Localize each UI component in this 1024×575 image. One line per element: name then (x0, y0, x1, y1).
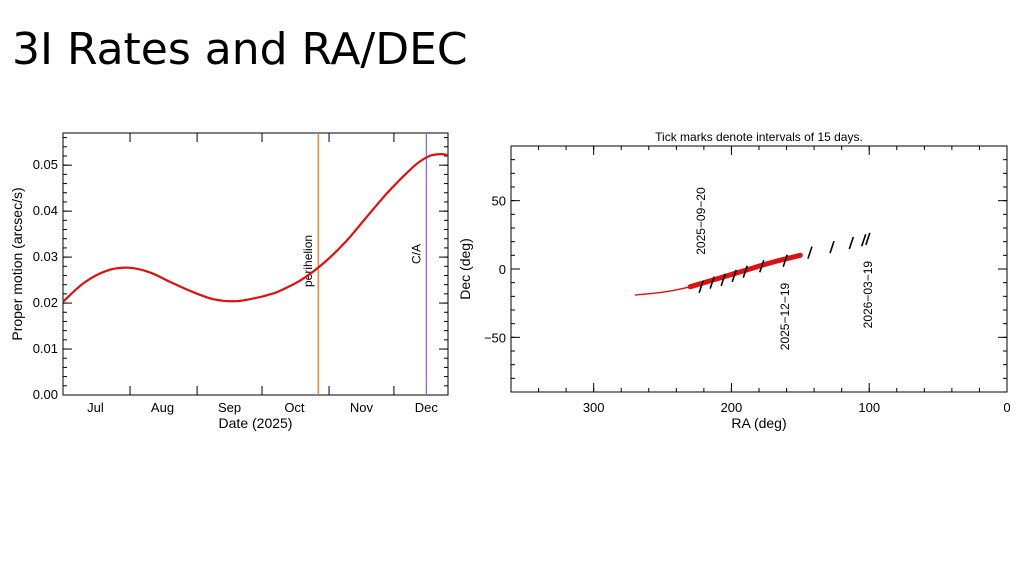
date-label: 2026−03−19 (861, 261, 875, 329)
interval-tick-mark (742, 265, 748, 278)
y-tick-label: −50 (484, 330, 506, 345)
x-tick-label: Aug (151, 400, 174, 415)
y-tick-label: 50 (492, 194, 506, 209)
event-label: C/A (409, 244, 423, 264)
x-tick-label: 200 (721, 400, 743, 415)
interval-tick-mark (807, 246, 813, 259)
y-tick-label: 0.02 (33, 295, 58, 310)
plot-frame (510, 145, 1008, 393)
y-tick-label: 0.00 (33, 387, 58, 402)
y-tick-label: 0.05 (33, 157, 58, 172)
interval-tick-mark (829, 240, 835, 254)
interval-tick-mark (709, 276, 715, 289)
x-tick-label: Oct (284, 400, 305, 415)
y-tick-label: 0.04 (33, 203, 58, 218)
slide-title: 3I Rates and RA/DEC (12, 24, 468, 75)
x-tick-label: Jul (87, 400, 104, 415)
x-tick-label: 0 (1003, 400, 1010, 415)
interval-tick-mark (865, 232, 871, 246)
x-tick-label: 300 (583, 400, 605, 415)
y-axis-label: Dec (deg) (457, 238, 473, 299)
x-tick-label: Nov (350, 400, 374, 415)
proper-motion-line (62, 152, 449, 303)
interval-tick-mark (698, 280, 704, 294)
interval-tick-mark (731, 269, 737, 283)
date-label: 2025−12−19 (778, 282, 792, 350)
interval-tick-mark (848, 236, 855, 250)
interval-tick-mark (758, 260, 765, 273)
interval-tick-mark (860, 234, 867, 247)
x-tick-label: Sep (218, 400, 241, 415)
chart-title: Tick marks denote intervals of 15 days. (655, 130, 863, 144)
x-axis-label: Date (2025) (219, 415, 293, 431)
y-tick-label: 0.03 (33, 249, 58, 264)
y-tick-label: 0 (499, 262, 506, 277)
x-tick-label: Dec (415, 400, 439, 415)
x-tick-label: 100 (858, 400, 880, 415)
x-axis-label: RA (deg) (731, 415, 786, 431)
plot-frame (62, 132, 449, 396)
date-label: 2025−09−20 (694, 187, 708, 255)
interval-tick-mark (720, 273, 726, 287)
y-axis-label: Proper motion (arcsec/s) (9, 187, 25, 340)
interval-tick-mark (782, 254, 788, 268)
y-tick-label: 0.01 (33, 341, 58, 356)
